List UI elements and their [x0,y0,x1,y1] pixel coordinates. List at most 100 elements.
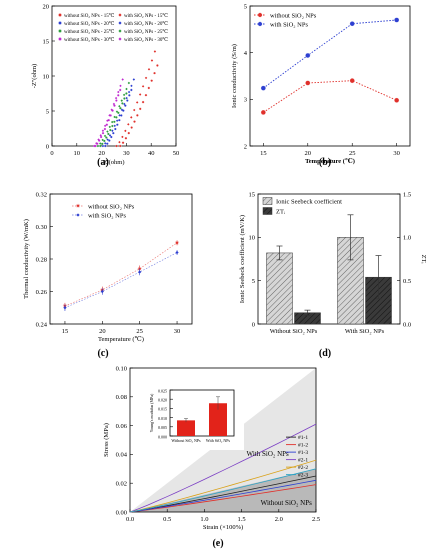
panel-b-ytick-label: 5 [244,3,247,10]
panel-a-point [123,97,126,100]
panel-a-legend-marker [118,13,122,17]
panel-a-point [156,64,159,67]
panel-e-legend-entry: #1-3 [298,450,308,456]
panel-a-ytick-label: 10 [43,73,50,80]
panel-b-ytick-label: 4 [244,50,248,57]
panel-a-point [141,100,145,104]
panel-a-point [125,96,128,100]
panel-e-inset-ytick-label: 0.000 [158,434,167,439]
panel-a-point [121,102,124,105]
panel-a-point [115,123,119,127]
panel-a-legend-entry: without SiO₂ NPs - 20℃ [64,21,115,27]
panel-e-series-line [129,459,317,513]
panel-a-point [105,123,109,127]
panel-d-category-label: Without SiO₂ NPs [270,328,318,335]
panel-a-point [108,125,112,129]
panel-a-point [108,114,111,117]
panel-a-point [115,99,118,102]
panel-a-point [124,136,128,140]
panel-a-point [117,90,120,94]
panel-e-xtick-label: 0.5 [163,516,171,523]
panel-d-chart: 0 5 10 15 0.0 0.5 1.0 1.5 Ionic Seebeck coeffici… [239,191,427,335]
panel-a-point [128,93,131,97]
panel-a-point [104,142,107,145]
panel-e-ytick-label: 0.04 [116,452,128,459]
panel-a-point [127,90,131,94]
panel-e-inset-bar [177,420,195,436]
panel-c-ytick-label: 0.28 [36,256,47,263]
panel-b-xtick-label: 25 [349,150,356,157]
panel-a-point [144,93,148,97]
panel-a-point [105,142,109,146]
panel-a-chart: 0 10 20 30 40 50 0 5 10 15 20 Z'(ohm) -Z''(ohm) witho… [31,3,179,166]
panel-e-ytick-label: 0.00 [116,509,127,516]
panel-a-point [123,102,126,106]
panel-a-legend-marker [118,37,122,41]
panel-d-y2tick-label: 1.0 [403,235,411,242]
panel-a-point [99,144,102,148]
panel-e-ytick-label: 0.08 [116,394,127,401]
panel-e-inset-ytick-label: 0.005 [158,425,167,430]
panel-a-point [105,136,108,139]
panel-e-ytick-label: 0.10 [116,365,127,372]
panel-e-legend-entry: #1-2 [298,443,308,449]
panel-a-point [101,142,104,146]
panel-c-xtick-label: 20 [99,328,106,335]
panel-a-point [103,134,107,138]
panel-e-inset-ytick-label: 0.015 [158,407,167,412]
panel-c-point [138,270,142,274]
panel-a-point [135,101,139,104]
panel-a-point [115,144,118,148]
panel-b-point [260,109,266,115]
panel-e-inset-ylabel: Young's modulus (MPa) [149,393,154,432]
panel-d-y2tick-label: 1.5 [403,191,411,198]
panel-a-point [99,135,103,139]
panel-e-xtick-label: 1.0 [200,516,208,523]
panel-a-point [126,99,129,102]
panel-a-point [95,142,98,145]
panel-a-xtick-label: 40 [148,150,155,157]
panel-a-label: (a) [97,157,109,168]
panel-a-point [121,78,124,81]
panel-a-point [120,99,123,102]
panel-a-point [111,129,114,132]
panel-a-point [122,93,126,97]
panel-e-legend-entry: #2-1 [298,458,308,464]
panel-e-series-line [129,484,317,513]
panel-a-point [119,84,122,88]
panel-a-point [101,138,104,142]
panel-a-point [133,108,136,112]
panel-b-point [305,52,311,59]
panel-a-point [106,138,109,141]
panel-d-label: (d) [319,348,331,359]
panel-a-point [96,144,100,148]
panel-a-xlabel: Z'(ohm) [103,159,124,166]
panel-a-point [115,119,119,122]
panel-e-xtick-label: 2.0 [275,516,283,523]
panel-b-legend-entry: without SiO₂ NPs [270,12,317,19]
panel-d-y2label: ZTᵢ [420,254,427,264]
panel-a-point [117,118,121,122]
panel-a-point [124,129,127,133]
panel-a-xtick-label: 10 [74,150,81,157]
panel-a-xtick-label: 30 [123,150,130,157]
panel-e-inset-ytick-label: 0.025 [158,388,167,393]
panel-c-ytick-label: 0.24 [36,321,48,328]
panel-b-legend-marker [257,12,263,18]
panel-e-legend-entry: #2-3 [298,473,308,479]
panel-e-ytick-label: 0.02 [116,481,127,488]
panel-b-point [305,80,311,86]
panel-a-point [136,114,139,117]
panel-c-point [175,250,179,255]
panel-a-point [118,88,122,92]
panel-a-legend-marker [58,13,62,17]
panel-a-point [101,129,105,132]
panel-c-legend-entry: without SiO₂ NPs [88,203,135,210]
panel-d-ylabel: Ionic Seebeck coefficient (mV/K) [239,215,246,303]
panel-a-point [121,141,125,145]
panel-d-legend-entry: Ionic Seebeck coefficient [276,198,342,205]
panel-a-point [97,138,100,141]
panel-e-ytick-label: 0.06 [116,423,128,430]
panel-a-point [127,123,130,126]
